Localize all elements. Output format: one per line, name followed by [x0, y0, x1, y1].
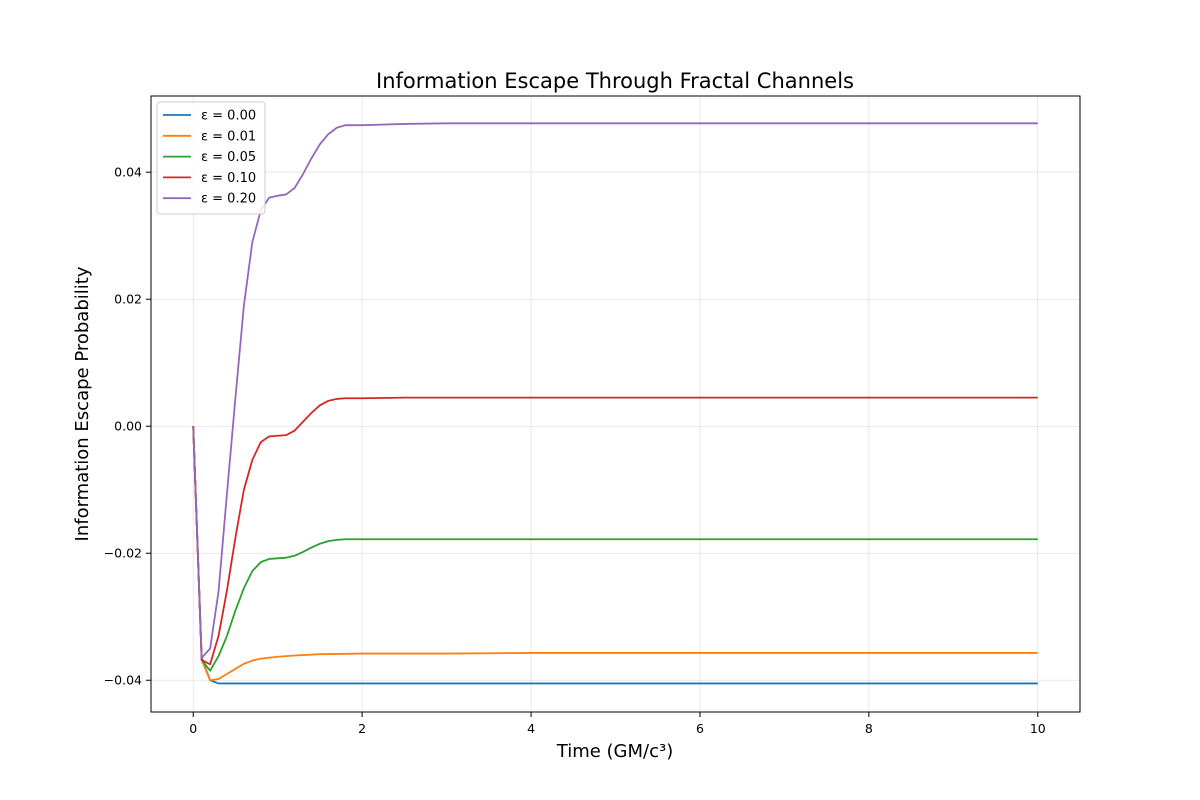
series-line-3: [192, 396, 1038, 666]
y-axis-title: Information Escape Probability: [72, 266, 93, 541]
y-tick-label: 0.04: [114, 165, 142, 180]
series-line-2: [192, 426, 1038, 672]
x-tick-label: 0: [189, 721, 197, 736]
legend-box: [156, 101, 266, 215]
chart-title: Information Escape Through Fractal Chann…: [376, 69, 854, 93]
y-tick-label: 0.02: [114, 292, 142, 307]
series-line-1: [192, 426, 1038, 682]
x-tick-label: 4: [527, 721, 535, 736]
legend-entry: ε = 0.20: [201, 192, 256, 207]
x-axis-title: Time (GM/c³): [556, 741, 673, 762]
y-tick-label: −0.02: [104, 546, 142, 561]
x-tick-label: 2: [358, 721, 366, 736]
plot-frame: [150, 95, 1081, 713]
grid-lines: [151, 96, 1080, 712]
legend-entry: ε = 0.00: [201, 109, 256, 124]
y-tick-label: 0.00: [114, 419, 142, 434]
x-tick-label: 6: [696, 721, 704, 736]
x-tick-label: 8: [865, 721, 873, 736]
x-tick-label: 10: [1030, 721, 1046, 736]
y-tick-label: −0.04: [104, 673, 142, 688]
legend-entry: ε = 0.01: [201, 129, 256, 144]
legend: ε = 0.00 ε = 0.01 ε = 0.05 ε = 0.10 ε = 0.20: [156, 101, 266, 215]
legend-entry: ε = 0.05: [201, 150, 256, 165]
x-axis-ticks: 0 2 4 6 8 10: [189, 712, 1046, 736]
legend-entry: ε = 0.10: [201, 171, 256, 186]
y-axis-ticks: −0.04 −0.02 0.00 0.02 0.04: [104, 165, 151, 688]
series-line-4: [192, 122, 1038, 659]
series-lines: [192, 122, 1038, 685]
